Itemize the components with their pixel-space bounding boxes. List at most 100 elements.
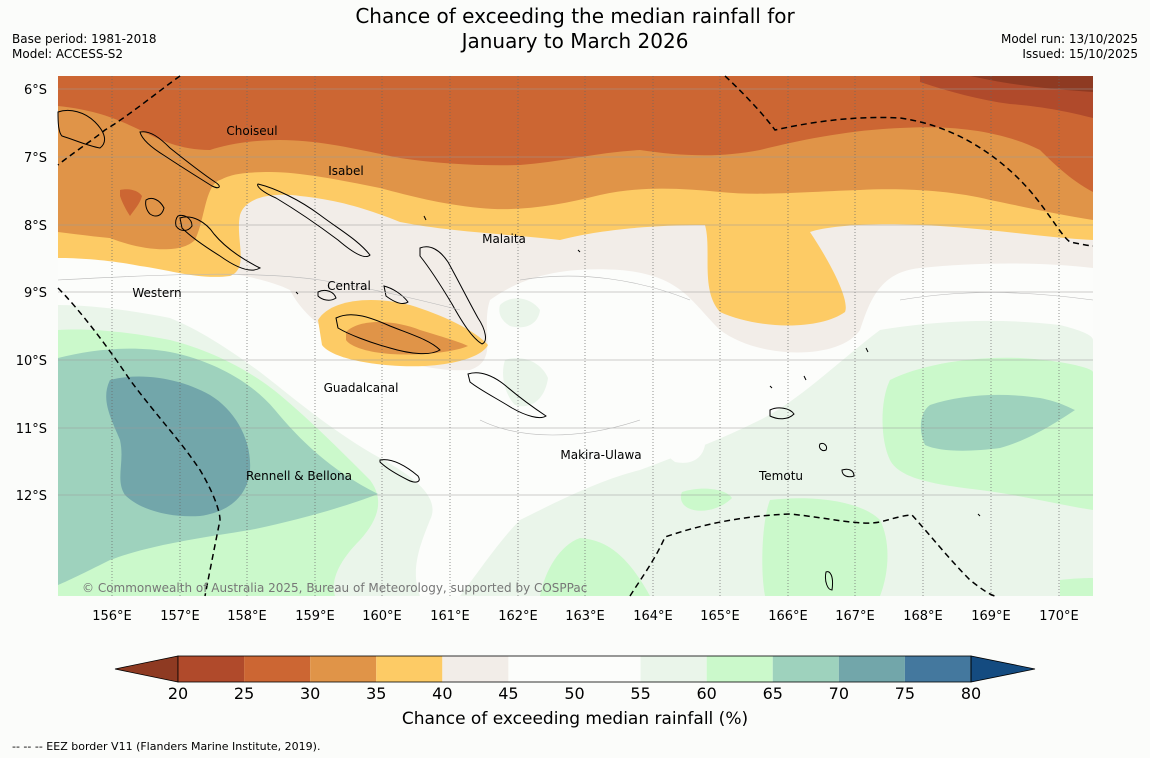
label-western: Western	[132, 286, 181, 300]
colorbar-tick-label: 55	[630, 684, 650, 703]
field-60-65-se	[1060, 578, 1093, 596]
map-fields	[58, 76, 1093, 596]
colorbar-segment	[706, 656, 773, 682]
title-line-2: January to March 2026	[461, 29, 689, 53]
colorbar-tick-label: 50	[564, 684, 584, 703]
field-55-60-makira	[503, 358, 548, 407]
lon-label: 170°E	[1039, 609, 1079, 624]
label-guadalcanal: Guadalcanal	[324, 381, 399, 395]
field-65-70-east	[920, 394, 1075, 451]
field-60-65-south	[762, 498, 888, 596]
field-60-65-small	[680, 488, 732, 511]
colorbar-extend-high	[970, 655, 1036, 683]
lat-axis: 6°S 7°S 8°S 9°S 10°S 11°S 12°S	[16, 83, 47, 504]
colorbar-tick-label: 30	[300, 684, 320, 703]
colorbar-tick-label: 35	[366, 684, 386, 703]
field-60-65-southcentral	[540, 538, 650, 596]
lon-label: 161°E	[430, 609, 470, 624]
lon-label: 156°E	[92, 609, 132, 624]
label-makira: Makira-Ulawa	[560, 448, 641, 462]
lon-label: 168°E	[903, 609, 943, 624]
kolombangara-island	[175, 215, 193, 231]
new-georgia-island	[145, 197, 165, 217]
meta-left: Base period: 1981-2018 Model: ACCESS-S2	[12, 32, 157, 62]
place-labels: Choiseul Isabel Malaita Western Central …	[132, 124, 803, 483]
lon-label: 167°E	[835, 609, 875, 624]
colorbar-frame	[177, 655, 972, 683]
guadalcanal-island	[335, 314, 441, 355]
colorbar-segment	[178, 656, 245, 682]
colorbar-extend-low	[114, 655, 179, 683]
field-25-30-west	[120, 189, 142, 216]
base-period: Base period: 1981-2018	[12, 32, 157, 46]
colorbar	[114, 655, 1036, 683]
field-50-55-hole	[663, 433, 705, 463]
label-temotu: Temotu	[758, 469, 803, 483]
colorbar-tick-label: 45	[498, 684, 518, 703]
bougainville-island	[57, 109, 106, 149]
colorbar-segment	[376, 656, 443, 682]
model-run: Model run: 13/10/2025	[1000, 32, 1138, 46]
label-malaita: Malaita	[482, 232, 526, 246]
lon-label: 157°E	[160, 609, 200, 624]
model-name: Model: ACCESS-S2	[12, 47, 124, 61]
colorbar-tick-label: 40	[432, 684, 452, 703]
colorbar-segment	[772, 656, 839, 682]
temotu-islands	[769, 407, 855, 591]
field-30-35-west	[58, 176, 190, 240]
lat-label: 12°S	[16, 489, 47, 504]
colorbar-tick-label: 75	[895, 684, 915, 703]
lon-label: 162°E	[498, 609, 538, 624]
lat-label: 8°S	[24, 219, 47, 234]
label-rennell: Rennell & Bellona	[246, 469, 352, 483]
colorbar-segment	[574, 656, 641, 682]
lon-label: 164°E	[633, 609, 673, 624]
colorbar-segment	[508, 656, 575, 682]
colorbar-tick-label: 20	[168, 684, 188, 703]
field-55-60-central	[499, 298, 540, 328]
lon-label: 165°E	[700, 609, 740, 624]
title-line-1: Chance of exceeding the median rainfall …	[355, 4, 795, 28]
colorbar-ticks: 20 25 30 35 40 45 50 55 60 65 70 75 80	[168, 684, 981, 703]
field-20-25	[970, 76, 1093, 92]
colorbar-segment	[904, 656, 971, 682]
choiseul-island	[139, 131, 220, 189]
malaita-island	[419, 246, 486, 345]
lon-label: 169°E	[971, 609, 1011, 624]
lat-gridlines	[58, 88, 1093, 496]
field-70-75-west	[106, 376, 251, 517]
field-30-35	[58, 76, 1093, 192]
field-35-40-guadalcanal	[346, 322, 468, 355]
central-islands	[317, 285, 409, 305]
lon-label: 166°E	[768, 609, 808, 624]
eez-footnote: -- -- -- EEZ border V11 (Flanders Marine…	[12, 740, 321, 753]
lat-label: 11°S	[16, 422, 47, 437]
isabel-island	[257, 183, 371, 257]
lat-label: 6°S	[24, 83, 47, 98]
lon-axis: 156°E 157°E 158°E 159°E 160°E 161°E 162°…	[92, 609, 1079, 624]
label-isabel: Isabel	[328, 164, 363, 178]
colorbar-segment	[442, 656, 509, 682]
colorbar-segment	[310, 656, 377, 682]
copyright-text: © Commonwealth of Australia 2025, Bureau…	[82, 581, 587, 595]
colorbar-segment	[640, 656, 707, 682]
lon-label: 160°E	[362, 609, 402, 624]
eez-borders	[57, 75, 1094, 597]
colorbar-title: Chance of exceeding median rainfall (%)	[401, 709, 749, 729]
lon-label: 163°E	[565, 609, 605, 624]
colorbar-tick-label: 60	[696, 684, 716, 703]
lat-label: 7°S	[24, 151, 47, 166]
colorbar-tick-label: 70	[829, 684, 849, 703]
lat-label: 9°S	[24, 286, 47, 301]
lat-label: 10°S	[16, 354, 47, 369]
lon-label: 159°E	[295, 609, 335, 624]
lon-label: 158°E	[227, 609, 267, 624]
colorbar-segment	[244, 656, 311, 682]
colorbar-tick-label: 25	[234, 684, 254, 703]
meta-right: Model run: 13/10/2025 Issued: 15/10/2025	[1001, 32, 1138, 62]
rennell-island	[379, 459, 420, 483]
map-title: Chance of exceeding the median rainfall …	[0, 4, 1150, 54]
small-islets	[295, 215, 981, 517]
colorbar-tick-label: 65	[763, 684, 783, 703]
issued-date: Issued: 15/10/2025	[1022, 47, 1138, 61]
